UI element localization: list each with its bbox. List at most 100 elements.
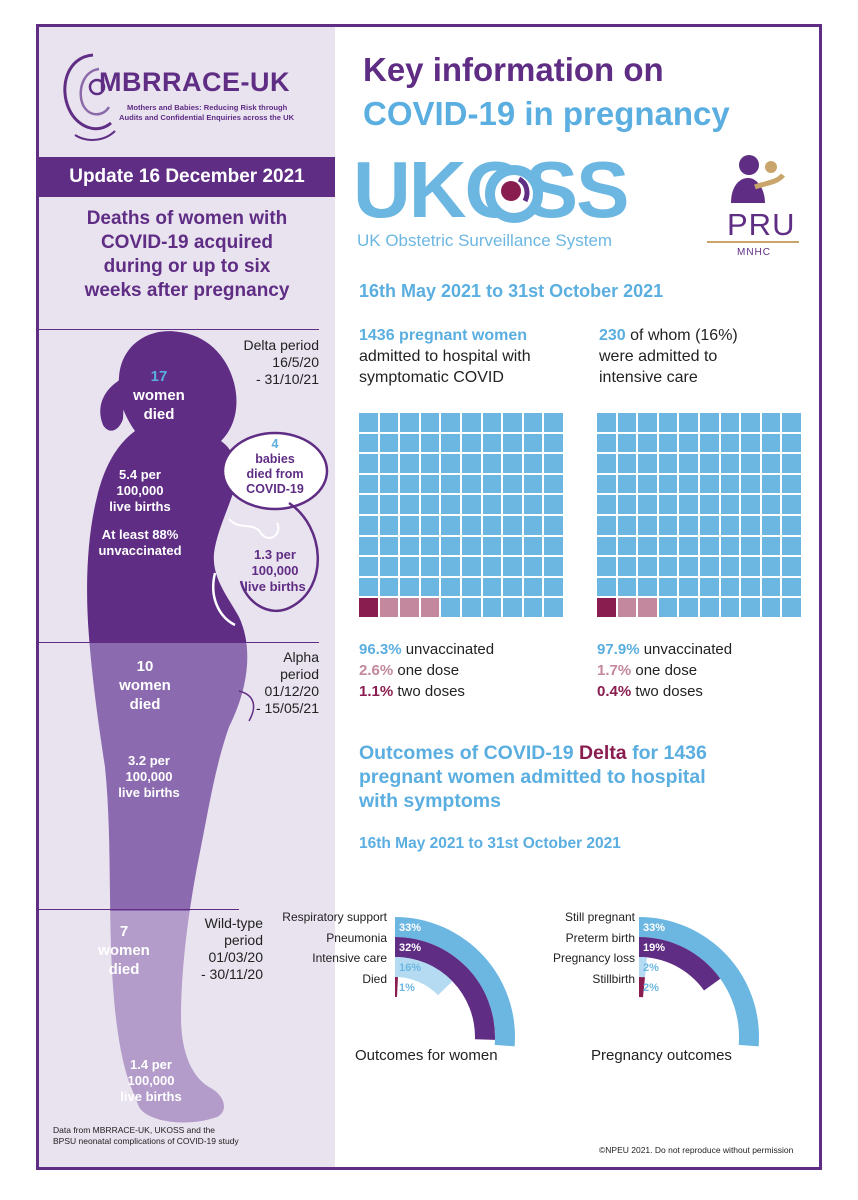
vacc-pct: 1.1% — [359, 683, 394, 700]
waffle-cell — [720, 495, 740, 514]
waffle-cell — [761, 536, 781, 556]
waffle-cell — [441, 433, 460, 453]
waffle-cell — [638, 454, 657, 473]
label-line: 01/12/20 — [264, 683, 320, 699]
babies-line: babies — [255, 452, 295, 466]
outcome-label: Intensive care — [312, 951, 387, 965]
baby-rate: 1.3 per 100,000 live births — [235, 547, 315, 595]
waffle-cell — [400, 598, 419, 617]
waffle-cell — [400, 413, 419, 432]
waffle-cell — [359, 516, 378, 535]
heading-part: for 1436 — [626, 742, 707, 764]
waffle-cell — [379, 557, 399, 576]
waffle-cell — [597, 598, 616, 617]
waffle-cell — [679, 413, 698, 432]
waffle-cell — [503, 577, 522, 597]
pru-logo-icon — [731, 155, 785, 203]
waffle-cell — [544, 433, 563, 453]
waffle-cell — [638, 557, 657, 576]
waffle-cell — [544, 577, 563, 597]
label-line: Wild-type — [204, 915, 263, 931]
outcome-pct: 19% — [643, 942, 665, 954]
label-line: - 31/10/21 — [255, 371, 319, 387]
waffle-cell — [597, 577, 616, 597]
waffle-cell — [679, 516, 698, 535]
waffle-cell — [700, 433, 719, 453]
heading-part: Outcomes of COVID-19 — [359, 742, 579, 764]
infographic-page: MBRRACE-UK Mothers and Babies: Reducing … — [36, 24, 822, 1170]
admitted-text: 1436 pregnant women admitted to hospital… — [359, 325, 531, 388]
outcome-arc — [395, 917, 515, 1047]
rate-line: live births — [118, 785, 180, 800]
waffle-cell — [420, 433, 440, 453]
waffle-cell — [503, 557, 522, 576]
waffle-cell — [638, 433, 657, 453]
label-line: period — [224, 932, 263, 948]
died-line: died — [143, 406, 175, 423]
waffle-cell — [658, 598, 678, 617]
waffle-cell — [503, 495, 522, 514]
waffle-cell — [638, 536, 657, 556]
died-line: died — [108, 961, 140, 978]
label-line: - 15/05/21 — [255, 700, 319, 716]
outcome-arc — [639, 977, 645, 998]
pregnancy-outcomes-arc: 33% 19% 2% 2% — [639, 917, 759, 1047]
outcome-label: Died — [362, 971, 387, 986]
waffle-cell — [597, 474, 616, 494]
heading-line: with symptoms — [359, 790, 501, 812]
waffle-cell — [523, 433, 543, 453]
outcome-arc — [395, 977, 398, 998]
waffle-cell — [462, 577, 481, 597]
footnote-line: BPSU neonatal complications of COVID-19 … — [53, 1136, 239, 1146]
waffle-cell — [720, 454, 740, 473]
rate-line: 5.4 per — [119, 467, 161, 482]
icu-line: of whom (16%) — [625, 327, 738, 344]
waffle-cell — [617, 433, 637, 453]
waffle-cell — [700, 516, 719, 535]
period-heading: 16th May 2021 to 31st October 2021 — [359, 281, 664, 301]
waffle-cell — [679, 598, 698, 617]
waffle-cell — [523, 536, 543, 556]
women-outcome-labels: Respiratory support Pneumonia Intensive … — [275, 907, 387, 989]
waffle-cell — [658, 433, 678, 453]
waffle-cell — [617, 413, 637, 432]
pregnant-woman-silhouette-icon — [87, 331, 329, 1123]
waffle-cell — [782, 433, 801, 453]
waffle-cell — [544, 557, 563, 576]
waffle-cell — [544, 454, 563, 473]
delta-death-count: 17 — [150, 368, 168, 385]
wild-period-label: Wild-type period 01/03/20 - 30/11/20 — [179, 915, 263, 983]
mbrrace-name: MBRRACE-UK — [99, 67, 290, 97]
waffle-cell — [420, 536, 440, 556]
waffle-cell — [482, 516, 502, 535]
waffle-cell — [617, 536, 637, 556]
alpha-divider — [39, 642, 319, 643]
pregnancy-outcome-labels: Still pregnant Preterm birth Pregnancy l… — [535, 907, 635, 989]
rate-line: 100,000 — [251, 563, 299, 578]
waffle-cell — [761, 516, 781, 535]
waffle-cell — [741, 557, 760, 576]
admitted-vacc-legend: 96.3% unvaccinated 2.6% one dose 1.1% tw… — [359, 639, 494, 702]
waffle-cell — [597, 454, 616, 473]
waffle-cell — [658, 474, 678, 494]
waffle-cell — [741, 495, 760, 514]
waffle-cell — [359, 598, 378, 617]
waffle-cell — [379, 598, 399, 617]
waffle-cell — [462, 536, 481, 556]
vacc-pct: 97.9% — [597, 641, 640, 658]
waffle-cell — [720, 577, 740, 597]
vacc-label: one dose — [393, 662, 460, 679]
label-line: period — [280, 666, 319, 682]
waffle-cell — [638, 577, 657, 597]
waffle-cell — [482, 598, 502, 617]
waffle-cell — [741, 474, 760, 494]
delta-rate: 5.4 per 100,000 live births — [85, 467, 195, 515]
rate-line: live births — [244, 579, 306, 594]
waffle-cell — [741, 413, 760, 432]
waffle-cell — [700, 577, 719, 597]
waffle-cell — [441, 577, 460, 597]
waffle-cell — [761, 495, 781, 514]
waffle-cell — [379, 454, 399, 473]
waffle-cell — [617, 557, 637, 576]
waffle-cell — [679, 474, 698, 494]
